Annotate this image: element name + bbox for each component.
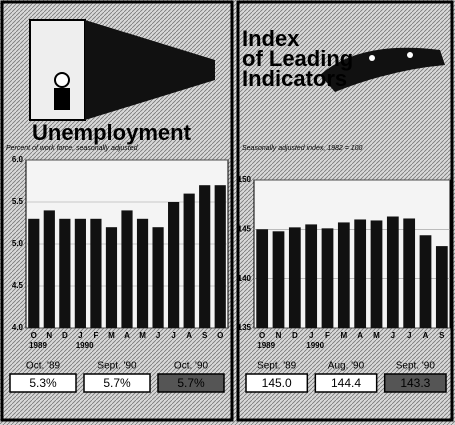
chart-title: Indicators: [242, 66, 347, 91]
x-tick-label: J: [407, 331, 411, 340]
bar: [289, 227, 301, 328]
bar: [273, 231, 285, 328]
comparison-value: 5.3%: [29, 376, 57, 390]
bar: [354, 219, 366, 328]
comparison-label: Oct. '90: [174, 361, 209, 372]
bar: [90, 219, 101, 328]
x-tick-label: M: [108, 331, 115, 340]
bar: [199, 185, 210, 328]
bar: [338, 222, 350, 328]
comparison-label: Aug. '90: [328, 361, 365, 372]
bar: [152, 227, 163, 328]
x-tick-label: F: [93, 331, 98, 340]
x-tick-label: O: [217, 331, 223, 340]
bar: [305, 224, 317, 328]
bar: [168, 202, 179, 328]
bar: [215, 185, 226, 328]
bar: [121, 210, 132, 328]
bar: [322, 228, 334, 328]
y-tick-label: 6.0: [12, 155, 24, 164]
bar: [256, 229, 268, 328]
comparison-value: 143.3: [400, 376, 430, 390]
bar: [420, 235, 432, 328]
bar: [436, 246, 448, 328]
year-label: 1989: [29, 341, 47, 350]
x-tick-label: M: [139, 331, 146, 340]
x-tick-label: A: [357, 331, 363, 340]
bar: [387, 217, 399, 328]
comparison-value: 5.7%: [177, 376, 205, 390]
bar: [184, 194, 195, 328]
x-tick-label: O: [259, 331, 265, 340]
x-tick-label: A: [124, 331, 130, 340]
x-tick-label: F: [325, 331, 330, 340]
graphic: UnemploymentPercent of work force, seaso…: [0, 0, 455, 425]
y-tick-label: 4.5: [12, 281, 24, 290]
bar: [106, 227, 117, 328]
bar: [137, 219, 148, 328]
x-tick-label: M: [373, 331, 380, 340]
x-tick-label: A: [186, 331, 192, 340]
bar: [75, 219, 86, 328]
y-tick-label: 5.5: [12, 197, 24, 206]
x-tick-label: N: [46, 331, 52, 340]
bar: [28, 219, 39, 328]
x-tick-label: J: [171, 331, 175, 340]
y-tick-label: 150: [238, 175, 252, 184]
x-tick-label: J: [156, 331, 160, 340]
y-tick-label: 5.0: [12, 239, 24, 248]
x-tick-label: J: [309, 331, 313, 340]
y-tick-label: 135: [238, 323, 252, 332]
y-tick-label: 140: [238, 274, 252, 283]
comparison-label: Sept. '90: [396, 361, 436, 372]
page: {"chart_data": [ {"type": "bar", "title"…: [0, 0, 455, 425]
bar: [403, 218, 415, 328]
comparison-label: Sept. '90: [97, 361, 137, 372]
chart-subtitle: Seasonally adjusted index, 1982 = 100: [242, 145, 363, 152]
comparison-label: Sept. '89: [257, 361, 297, 372]
x-tick-label: A: [423, 331, 429, 340]
year-label: 1990: [306, 341, 324, 350]
bar: [44, 210, 55, 328]
x-tick-label: D: [62, 331, 68, 340]
x-tick-label: J: [391, 331, 395, 340]
comparison-value: 5.7%: [103, 376, 131, 390]
x-tick-label: S: [202, 331, 208, 340]
x-tick-label: O: [31, 331, 37, 340]
x-tick-label: S: [439, 331, 445, 340]
comparison-value: 145.0: [262, 376, 292, 390]
chart-subtitle: Percent of work force, seasonally adjust…: [6, 145, 139, 152]
y-tick-label: 145: [238, 224, 252, 233]
chart-title: Unemployment: [32, 120, 192, 145]
x-tick-label: N: [276, 331, 282, 340]
y-tick-label: 4.0: [12, 323, 24, 332]
x-tick-label: M: [340, 331, 347, 340]
year-label: 1990: [76, 341, 94, 350]
x-tick-label: J: [78, 331, 82, 340]
comparison-label: Oct. '89: [26, 361, 61, 372]
bar: [371, 220, 383, 328]
comparison-value: 144.4: [331, 376, 361, 390]
year-label: 1989: [257, 341, 275, 350]
bar: [59, 219, 70, 328]
x-tick-label: D: [292, 331, 298, 340]
